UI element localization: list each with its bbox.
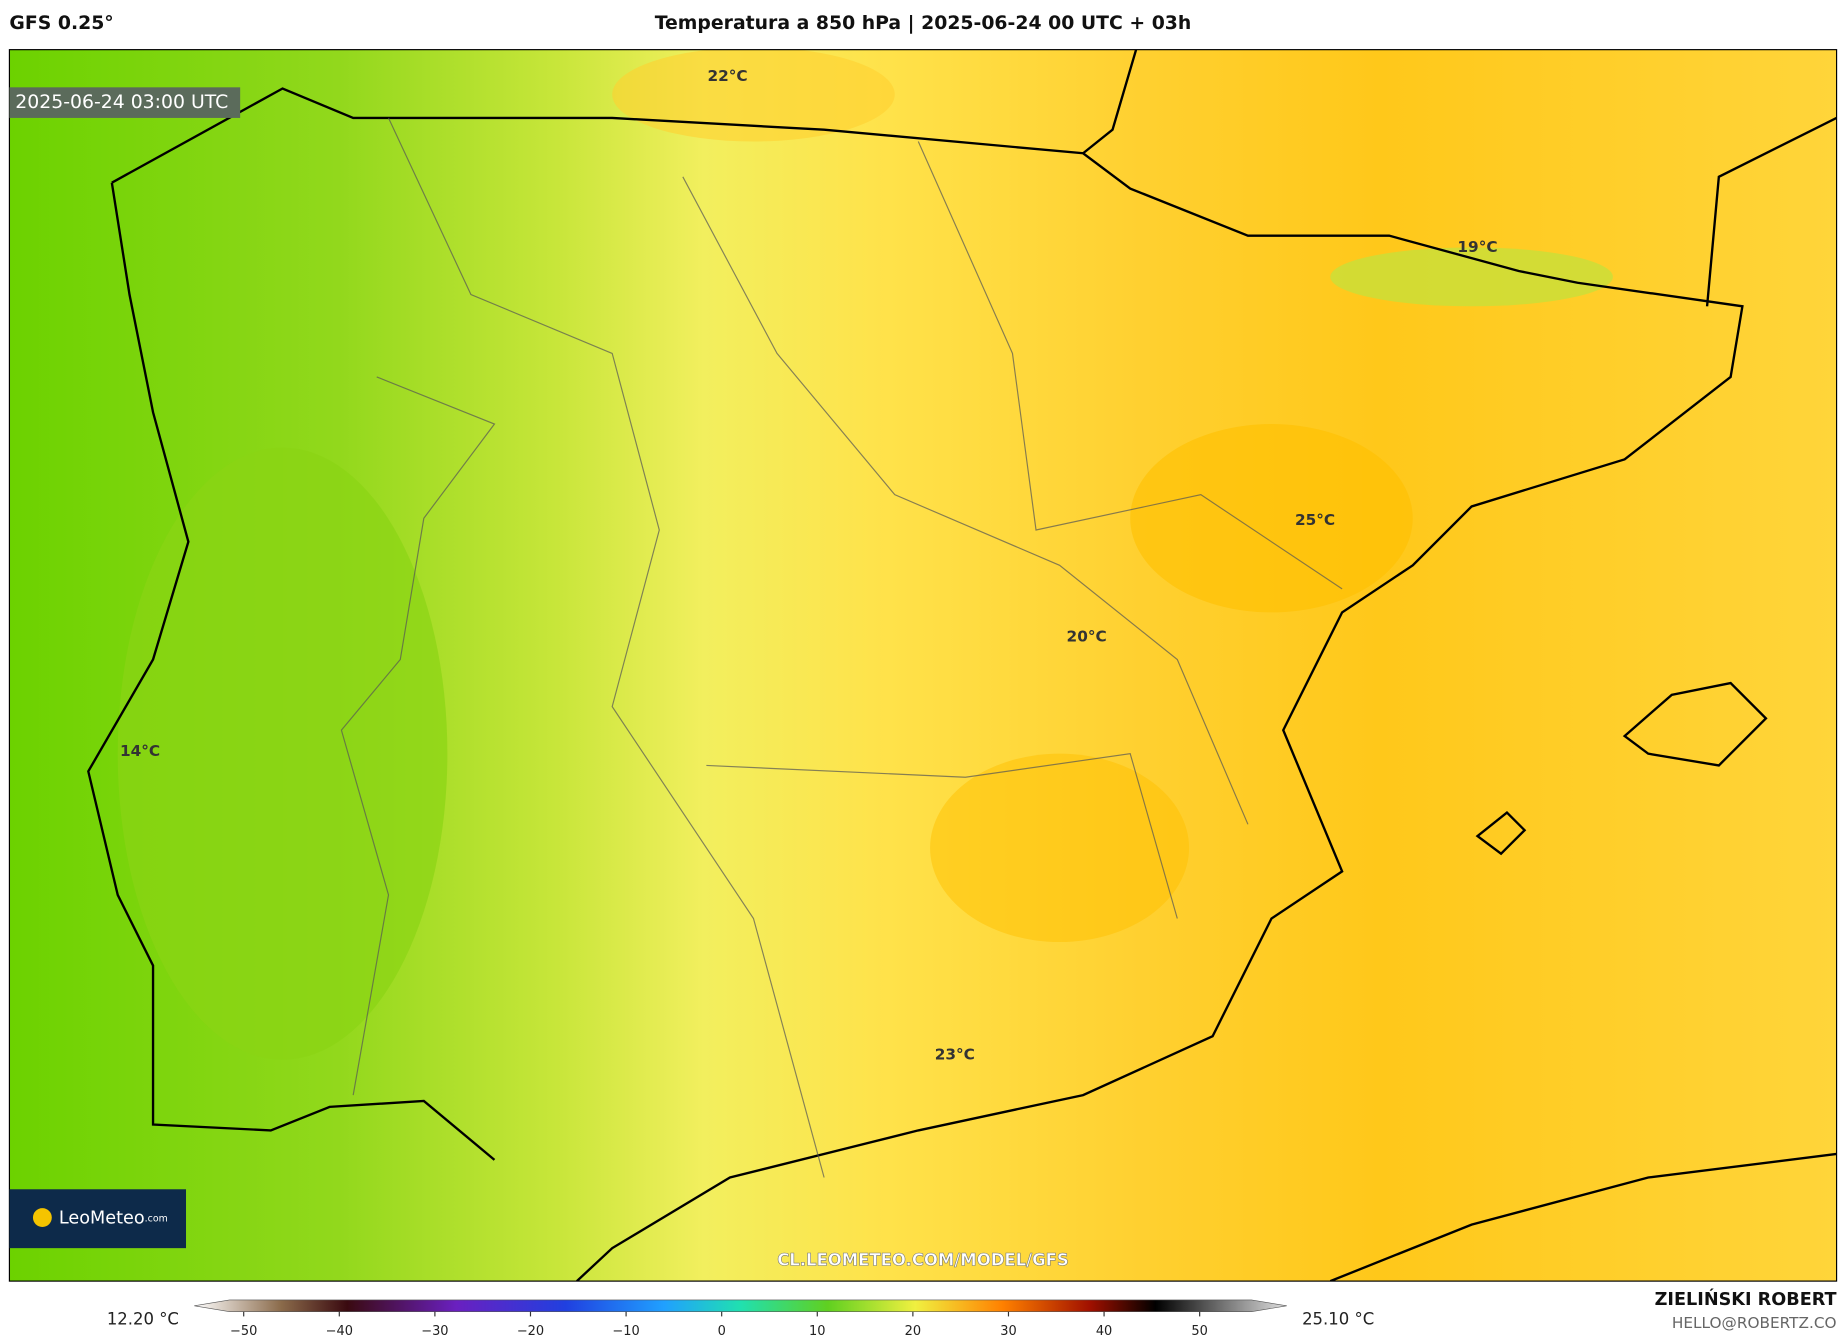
temperature-label: 14°C [120,742,160,760]
cool-region [117,447,448,1060]
temperature-label: 19°C [1457,238,1497,256]
colorbar-tick-label: 30 [1000,1324,1016,1339]
logo-brand: LeoMeteo [59,1209,145,1229]
colorbar-tick-label: −30 [421,1324,448,1339]
colorbar-tick-label: 50 [1191,1324,1207,1339]
iberia-coast [87,87,1744,1282]
cool-region [1330,247,1613,307]
ibiza [1475,810,1527,856]
colorbar-tick-label: 10 [809,1324,825,1339]
map-area [9,49,1837,1282]
colorbar-tick-label: −50 [230,1324,257,1339]
border [340,376,496,1096]
borders [340,117,1343,1178]
france-coast [1082,49,1138,155]
map-labels: 22°C 19°C 25°C 20°C 14°C 23°C [120,67,1498,1063]
logo-sun [32,1208,52,1227]
temperature-label: 23°C [935,1046,975,1064]
mallorca [1622,681,1768,767]
colorbar-tick-label: 40 [1096,1324,1112,1339]
watermark: CL.LEOMETEO.COM/MODEL/GFS [777,1251,1069,1270]
africa-coast [1329,1152,1837,1282]
colorbar-tick-label: −10 [612,1324,639,1339]
warm-region [1130,424,1413,613]
colorbar-tick-label: −40 [326,1324,353,1339]
colorbar-max: 25.10 °C [1302,1309,1374,1328]
coastlines [87,49,1837,1282]
warm-region [612,49,895,142]
colorbar-tick-label: 20 [905,1324,921,1339]
border [706,753,1178,919]
border [387,117,825,1178]
france-med-coast [1705,116,1837,307]
logo-suffix: .com [145,1213,168,1224]
author: ZIELIŃSKI ROBERT [1655,1288,1837,1310]
colorbar-tick-label: 0 [718,1324,726,1339]
temperature-label: 22°C [707,67,747,85]
temperature-label: 20°C [1067,628,1107,646]
logo-text: LeoMeteo.com [59,1209,168,1229]
map-frame [8,49,1838,1282]
colorbar [194,1299,1287,1313]
map-title: Temperatura a 850 hPa | 2025-06-24 00 UT… [655,13,1192,34]
email: HELLO@ROBERTZ.CO [1672,1314,1837,1332]
warm-region [930,753,1190,943]
border [917,141,1343,590]
timestamp: 2025-06-24 03:00 UTC [15,92,228,113]
model-name: GFS 0.25° [9,13,113,34]
colorbar-min: 12.20 °C [107,1309,179,1328]
temperature-label: 25°C [1295,511,1335,529]
timestamp-badge [9,87,241,118]
colorbar-tick-label: −20 [517,1324,544,1339]
colorbar-ticks: −50 −40 −30 −20 −10 0 10 20 30 40 50 [230,1311,1208,1339]
border [682,176,1249,825]
